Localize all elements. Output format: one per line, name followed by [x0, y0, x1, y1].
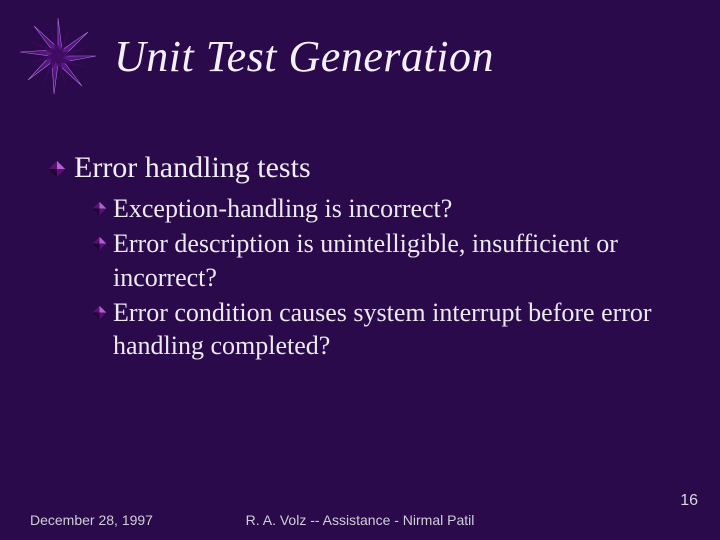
bullet-lvl2: Error condition causes system interrupt …: [92, 296, 680, 363]
diamond-bullet-icon: [92, 236, 107, 251]
bullet-lvl2: Exception-handling is incorrect?: [92, 192, 680, 225]
bullet-lvl2: Error description is unintelligible, ins…: [92, 227, 680, 294]
slide-title: Unit Test Generation: [114, 31, 494, 82]
sub-bullet-list: Exception-handling is incorrect? Error d…: [92, 192, 680, 362]
diamond-bullet-icon: [48, 160, 66, 178]
bullet-lvl1: Error handling tests: [48, 150, 680, 186]
footer: December 28, 1997 R. A. Volz -- Assistan…: [0, 500, 720, 528]
bullet-text: Error condition causes system interrupt …: [113, 296, 680, 363]
bullet-text: Exception-handling is incorrect?: [113, 192, 452, 225]
diamond-bullet-icon: [92, 201, 107, 216]
slide-body: Error handling tests Exception-handling …: [48, 150, 680, 364]
bullet-text: Error handling tests: [74, 150, 311, 186]
slide: Unit Test Generation Error handling test…: [0, 0, 720, 540]
bullet-text: Error description is unintelligible, ins…: [113, 227, 680, 294]
starburst-icon: [8, 16, 108, 96]
title-row: Unit Test Generation: [8, 16, 700, 96]
diamond-bullet-icon: [92, 305, 107, 320]
footer-author: R. A. Volz -- Assistance - Nirmal Patil: [0, 512, 720, 528]
